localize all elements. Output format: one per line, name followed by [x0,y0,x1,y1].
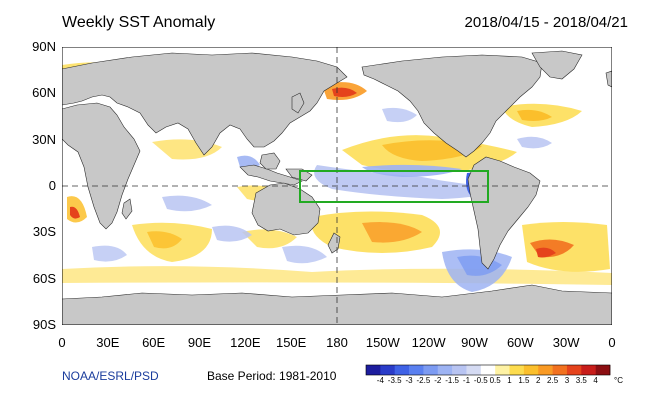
land-masses [62,50,612,325]
colorbar-tick-label: -3 [405,376,413,385]
colorbar-swatch [523,365,539,375]
lon-label: 30E [96,335,120,350]
greenland-landmass [531,50,583,80]
colorbar-swatch [452,365,467,375]
north-america-landmass [361,54,543,158]
lat-label: 60S [32,270,56,286]
japan-islands [291,92,305,114]
lon-label: 90E [187,335,212,350]
lon-label: 150E [275,335,307,350]
colorbar-swatch [366,365,381,375]
colorbar-swatch [394,365,410,375]
colorbar-tick-label: 4 [593,376,598,385]
colorbar-tick-label: 2.5 [547,376,559,385]
lon-label: 120W [411,335,446,350]
colorbar-swatch [466,365,482,375]
colorbar-tick-label: 3 [564,376,570,385]
lon-label: 150W [365,335,400,350]
lat-label: 90N [32,39,56,54]
colorbar-swatch [538,365,553,375]
south-america-landmass [467,156,541,270]
colorbar-tick-label: 0.5 [489,376,501,385]
colorbar-swatch [380,365,396,375]
lon-label: 0 [58,335,66,350]
colorbar [365,364,611,376]
colorbar-tick-label: -0.5 [473,376,488,385]
lon-label: 120E [230,335,261,350]
colorbar-tick-label: -4 [376,376,384,385]
sst-anomaly-map [62,47,612,325]
colorbar-swatch [566,365,582,375]
colorbar-frame [365,364,611,376]
lat-label: 0 [48,178,56,193]
colorbar-swatch [581,365,596,375]
uk-island [605,70,612,88]
map-title: Weekly SST Anomaly [62,14,216,31]
lat-label: 60N [32,85,56,101]
lon-label: 30W [552,335,580,350]
lat-label: 90S [32,317,56,332]
nino-region-box [299,170,489,203]
credit-label: NOAA/ESRL/PSD [62,369,159,383]
colorbar-swatch [552,365,568,375]
colorbar-swatch [423,365,439,375]
madagascar-island [121,198,133,220]
antarctica-landmass [62,284,612,325]
colorbar-tick-label: 1 [507,376,512,385]
colorbar-tick-label: 2 [536,376,541,385]
colorbar-tick-label: -2 [434,376,442,385]
colorbar-swatch [509,365,525,375]
colorbar-tick-label: 3.5 [575,376,587,385]
lon-label: 60E [142,335,166,350]
indonesia-islands [239,164,303,186]
colorbar-swatch [480,365,496,375]
colorbar-swatch [495,365,510,375]
borneo-island [259,152,281,170]
colorbar-swatch [409,365,424,375]
colorbar-tick-label: -3.5 [387,376,402,385]
colorbar-tick-label: -1.5 [445,376,459,385]
lon-label: 0 [608,335,616,350]
lat-label: 30N [32,131,56,147]
colorbar-tick-label: -2.5 [416,376,431,385]
lat-label: 30S [32,224,56,240]
eurasia-landmass [62,52,348,156]
colorbar-swatch [595,365,611,375]
base-period-label: Base Period: 1981-2010 [207,369,337,383]
colorbar-tick-label: 1.5 [518,376,530,385]
colorbar-swatch [437,365,453,375]
lon-label: 180 [326,335,348,350]
colorbar-tick-label: -1 [462,376,471,385]
lon-label: 90W [461,335,488,350]
africa-landmass [62,102,141,230]
lon-label: 60W [506,335,534,350]
australia-landmass [251,182,321,236]
date-range: 2018/04/15 - 2018/04/21 [464,14,628,31]
colorbar-unit: °C [614,376,623,385]
